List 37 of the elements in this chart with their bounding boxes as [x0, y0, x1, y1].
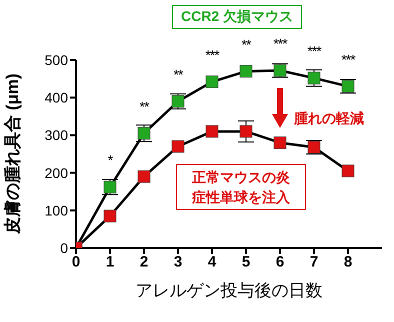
y-tick-label: 400: [44, 90, 68, 106]
point: [138, 170, 150, 183]
text: CCR2 欠損マウス: [172, 5, 302, 29]
annotation: *: [108, 152, 114, 168]
x-axis-title: アレルゲン投与後の日数: [136, 281, 322, 300]
point: [206, 125, 218, 138]
annotation: 腫れの軽減: [294, 110, 364, 128]
annotation: ***: [273, 36, 288, 52]
point: [240, 65, 252, 78]
point: [274, 136, 286, 149]
x-tick-label: 6: [276, 254, 284, 271]
x-tick-label: 4: [208, 254, 217, 271]
annotation: **: [174, 66, 184, 82]
x-tick-label: 0: [72, 254, 80, 271]
point: [172, 140, 184, 153]
y-tick-label: 200: [44, 164, 68, 181]
y-tick-label: 300: [44, 127, 68, 144]
y-axis-title: 皮膚の腫れ具合 (μm): [3, 73, 22, 235]
y-tick-label: 0: [60, 240, 68, 256]
point: [342, 164, 354, 178]
series-label: 正常マウスの炎症性単球を注入: [176, 164, 306, 210]
x-tick-label: 7: [310, 254, 318, 271]
y-tick-label: 500: [44, 52, 68, 68]
x-tick-label: 1: [106, 254, 114, 271]
annotation: **: [140, 98, 150, 114]
annotation: **: [242, 36, 252, 52]
x-tick-label: 2: [140, 254, 148, 271]
annotation: ***: [205, 46, 220, 63]
point: [240, 125, 252, 138]
y-tick-label: 100: [44, 202, 68, 218]
annotation: ***: [341, 51, 356, 68]
point: [206, 76, 218, 88]
annotation: ***: [307, 43, 322, 60]
x-tick-label: 8: [344, 254, 352, 271]
x-tick-label: 5: [242, 254, 250, 271]
x-tick-label: 3: [174, 254, 182, 271]
point: [104, 210, 116, 222]
